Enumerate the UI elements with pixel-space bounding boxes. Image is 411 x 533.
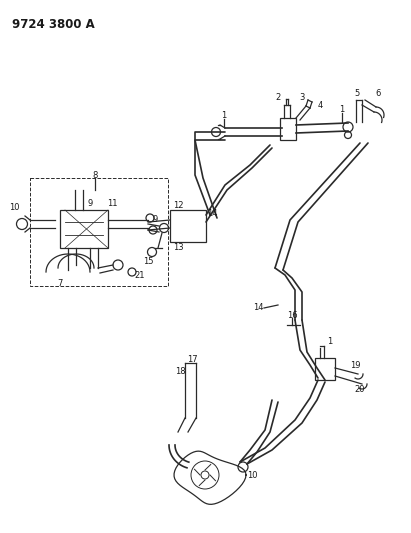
Text: 14: 14 <box>207 208 217 217</box>
Text: 2: 2 <box>275 93 281 102</box>
Text: 1: 1 <box>339 106 345 115</box>
Bar <box>30 178 168 286</box>
Text: 14: 14 <box>253 303 263 312</box>
Text: 16: 16 <box>287 311 297 319</box>
Text: 4: 4 <box>317 101 323 110</box>
Bar <box>315 358 335 380</box>
Text: 15: 15 <box>143 257 153 266</box>
Text: 17: 17 <box>187 356 197 365</box>
Text: 1: 1 <box>328 337 332 346</box>
Text: 18: 18 <box>175 367 185 376</box>
Text: 20: 20 <box>355 385 365 394</box>
Text: 19: 19 <box>350 361 360 370</box>
Text: 13: 13 <box>173 244 183 253</box>
Text: 12: 12 <box>173 200 183 209</box>
Text: 8: 8 <box>92 171 98 180</box>
Bar <box>280 118 296 140</box>
Text: 9: 9 <box>152 215 158 224</box>
Text: 9724 3800 A: 9724 3800 A <box>12 18 95 31</box>
Text: 10: 10 <box>9 204 19 213</box>
Text: 6: 6 <box>375 88 381 98</box>
Bar <box>170 210 206 242</box>
Text: 3: 3 <box>299 93 305 101</box>
Text: 10: 10 <box>247 471 257 480</box>
Text: 9: 9 <box>88 198 92 207</box>
Text: 11: 11 <box>107 198 117 207</box>
Text: 1: 1 <box>222 111 226 120</box>
Text: 7: 7 <box>57 279 63 287</box>
Text: 21: 21 <box>135 271 145 279</box>
Text: 5: 5 <box>354 88 360 98</box>
